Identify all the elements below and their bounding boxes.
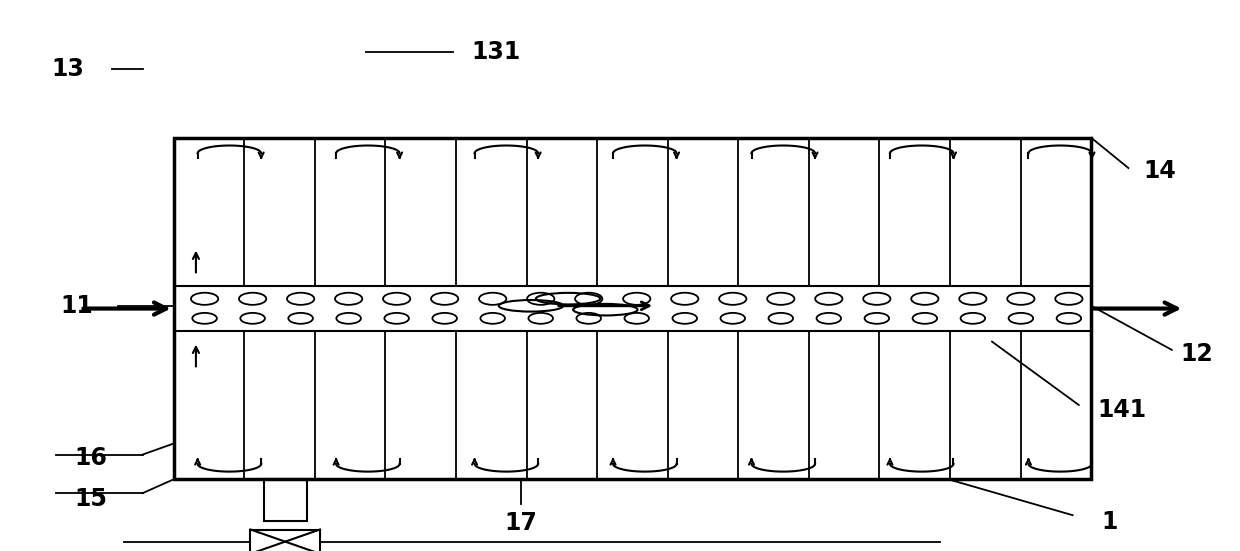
Text: 11: 11 <box>61 294 93 318</box>
Text: 14: 14 <box>1143 159 1176 183</box>
Text: 13: 13 <box>52 57 84 81</box>
Text: 16: 16 <box>74 446 107 471</box>
Text: 1: 1 <box>1101 510 1118 534</box>
Text: 141: 141 <box>1097 398 1147 423</box>
Bar <box>174 138 1091 479</box>
Text: 17: 17 <box>505 511 537 536</box>
Text: 15: 15 <box>74 487 107 511</box>
Bar <box>250 530 320 551</box>
Bar <box>263 479 306 521</box>
Text: 131: 131 <box>471 40 521 64</box>
Text: 12: 12 <box>1180 342 1213 366</box>
